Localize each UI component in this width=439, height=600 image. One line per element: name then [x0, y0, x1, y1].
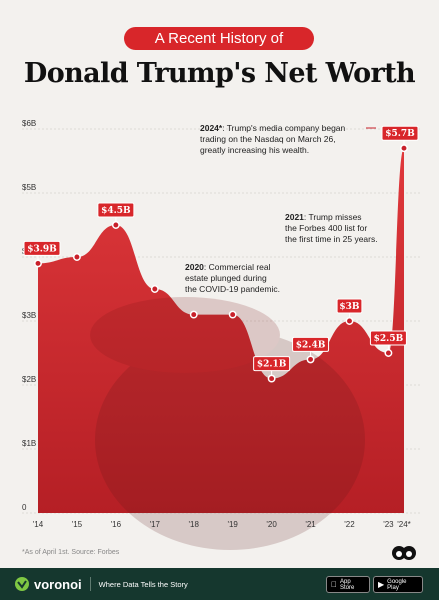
data-label: $3B — [339, 302, 360, 312]
data-point — [150, 285, 159, 293]
x-tick-label: '24* — [397, 520, 411, 529]
y-tick-label: $3B — [22, 311, 36, 320]
data-point — [400, 144, 408, 153]
y-tick-label: $5B — [22, 183, 36, 192]
data-point — [384, 349, 393, 357]
source-note: *As of April 1st. Source: Forbes — [22, 549, 120, 556]
data-label: $2.1B — [257, 360, 287, 370]
data-label-box — [23, 240, 61, 256]
annotation: 2021: Trump misses the Forbes 400 list fo… — [285, 212, 378, 244]
google-play-badge[interactable]: ▶ Google Play — [373, 576, 423, 593]
x-tick-label: '14 — [33, 520, 44, 529]
data-label-box — [381, 125, 419, 141]
annotation: 2024*: Trump's media company began tradin… — [200, 123, 346, 155]
x-tick-label: '22 — [344, 520, 355, 529]
data-point — [345, 317, 354, 325]
footer-bar: voronoi Where Data Tells the Story  App… — [0, 568, 439, 600]
x-tick-label: '18 — [189, 520, 200, 529]
page-title: Donald Trump's Net Worth — [23, 58, 416, 89]
portrait-shadow — [95, 330, 365, 550]
voronoi-brand[interactable]: voronoi — [14, 576, 82, 592]
net-worth-area — [38, 148, 404, 513]
play-icon: ▶ — [378, 580, 385, 589]
x-tick-label: '15 — [72, 520, 83, 529]
y-tick-label: $2B — [22, 375, 36, 384]
data-label: $2.4B — [296, 340, 326, 350]
x-tick-label: '21 — [305, 520, 316, 529]
data-label: $4.5B — [101, 206, 131, 216]
x-tick-label: '19 — [227, 520, 238, 529]
app-store-label: App Store — [334, 579, 361, 591]
app-store-badge[interactable]:  App Store — [326, 576, 370, 593]
google-play-label: Google Play — [387, 578, 407, 591]
visual-capitalist-logo — [392, 546, 416, 560]
data-label: $3.9B — [27, 244, 57, 254]
y-tick-label: 0 — [22, 503, 27, 512]
subtitle-pill: A Recent History of — [124, 27, 314, 50]
voronoi-logo-icon — [15, 577, 29, 591]
x-tick-label: '20 — [266, 520, 277, 529]
data-point — [228, 310, 237, 319]
data-label: $5.7B — [385, 129, 415, 139]
apple-icon:  — [331, 580, 337, 589]
brand-name: voronoi — [34, 576, 82, 592]
data-label: $2.5B — [374, 334, 404, 344]
y-tick-label: $1B — [22, 439, 36, 448]
portrait-hair — [90, 297, 280, 373]
data-point — [111, 221, 120, 229]
tagline: Where Data Tells the Story — [98, 579, 188, 589]
x-tick-label: '16 — [111, 520, 122, 529]
data-point — [72, 253, 81, 261]
data-point — [34, 259, 42, 268]
data-point — [267, 374, 276, 383]
x-tick-label: '23 — [383, 520, 394, 529]
x-tick-label: '17 — [150, 520, 161, 529]
data-point — [306, 355, 315, 364]
footer-divider — [89, 577, 91, 591]
y-tick-label: $6B — [22, 119, 36, 128]
data-point — [189, 310, 198, 319]
annotation: 2020: Commercial real estate plunged duri… — [185, 262, 280, 294]
